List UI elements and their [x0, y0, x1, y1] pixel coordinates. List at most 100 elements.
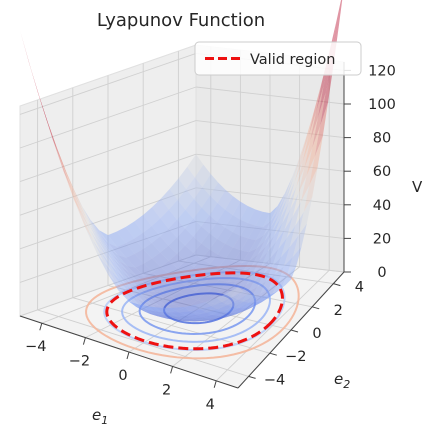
- surface-patch: [173, 301, 191, 309]
- surface-patch: [289, 211, 304, 248]
- surface-patch: [119, 279, 137, 299]
- grid-back-z: [195, 86, 345, 105]
- surface-patch: [236, 297, 252, 309]
- surface-patch: [232, 307, 249, 315]
- surface-patch: [120, 265, 138, 283]
- surface-patch: [234, 260, 250, 274]
- z-tick-label: 120: [368, 63, 396, 79]
- surface-patch: [210, 317, 227, 321]
- surface-patch: [204, 314, 221, 318]
- surface-patch: [164, 317, 182, 320]
- surface-patch: [217, 227, 233, 244]
- surface-patch: [189, 309, 207, 315]
- surface-patch: [98, 242, 117, 271]
- surface-patch: [228, 308, 245, 313]
- surface-patch: [152, 267, 170, 280]
- surface-patch: [240, 279, 256, 295]
- surface-patch: [159, 305, 176, 312]
- z-tick-label: 20: [373, 231, 391, 247]
- surface-patch: [118, 290, 137, 307]
- surface-patch: [224, 294, 240, 305]
- surface-patch: [197, 317, 214, 320]
- surface-patch: [90, 230, 109, 263]
- surface-patch: [240, 305, 256, 313]
- surface-patch: [240, 223, 256, 239]
- surface-patch: [296, 141, 311, 187]
- surface-patch: [195, 312, 213, 318]
- surface-patch: [160, 189, 178, 210]
- surface-patch: [185, 311, 202, 317]
- surface-patch: [151, 304, 169, 313]
- surface-patch: [247, 209, 263, 226]
- x-tick-mark: [39, 323, 43, 331]
- y-tick-label: 4: [355, 280, 364, 296]
- surface-patch: [114, 263, 132, 285]
- surface-patch: [200, 306, 217, 313]
- surface-patch: [71, 189, 91, 231]
- surface-patch: [222, 307, 239, 313]
- surface-patch: [129, 293, 147, 310]
- surface-patch: [236, 307, 252, 315]
- z-tick-label: 80: [373, 131, 391, 147]
- surface-patch: [261, 241, 277, 267]
- surface-patch: [177, 189, 194, 210]
- surface-patch: [139, 305, 158, 317]
- y-tick-mark: [248, 375, 256, 379]
- surface-patch: [251, 280, 267, 298]
- y-tick-mark: [333, 283, 341, 287]
- z-tick-label: 100: [368, 97, 396, 113]
- z-tick-label: 40: [373, 198, 391, 214]
- surface-patch: [248, 273, 264, 292]
- surface-patch: [279, 178, 294, 214]
- chart-title: Lyapunov Function: [97, 10, 265, 31]
- surface-patch: [151, 236, 169, 253]
- grid-back-z: [195, 153, 345, 172]
- surface-patch: [201, 195, 218, 216]
- y-tick-mark: [312, 306, 320, 310]
- surface-patch: [187, 279, 204, 291]
- surface-patch: [314, 102, 329, 157]
- surface-patch: [249, 296, 265, 303]
- surface-patch: [282, 186, 297, 224]
- surface-patch: [270, 193, 285, 222]
- surface-patch: [106, 254, 125, 279]
- surface-patch: [108, 231, 126, 247]
- surface-patch: [69, 180, 88, 222]
- y-tick-label: −4: [264, 372, 285, 388]
- surface-patch: [194, 272, 211, 285]
- surface-patch: [204, 318, 221, 321]
- surface-patch: [52, 139, 72, 190]
- surface-patch: [134, 291, 152, 305]
- surface-patch: [231, 284, 247, 297]
- surface-patch: [292, 175, 307, 217]
- contour-ring: [138, 283, 257, 335]
- surface-patch: [223, 310, 240, 317]
- surface-patch: [156, 298, 174, 306]
- surface-patch: [209, 221, 225, 239]
- surface-patch: [239, 302, 255, 311]
- surface-patch: [278, 216, 293, 249]
- surface-patch: [214, 315, 231, 320]
- surface-patch: [134, 232, 152, 250]
- surface-patch: [209, 254, 226, 268]
- surface-patch: [261, 292, 277, 303]
- surface-patch: [197, 294, 214, 303]
- surface-patch: [153, 313, 171, 319]
- surface-patch: [243, 295, 260, 303]
- surface-patch: [267, 286, 282, 299]
- surface-patch: [143, 226, 161, 244]
- surface-patch: [290, 168, 305, 210]
- surface-patch: [232, 290, 249, 300]
- valid-region-curve: [105, 271, 284, 351]
- surface-patch: [242, 303, 258, 312]
- x-tick-mark: [170, 366, 174, 374]
- surface-patch: [242, 286, 258, 302]
- surface-patch: [300, 109, 315, 159]
- surface-patch: [185, 236, 202, 253]
- surface-patch: [108, 243, 127, 258]
- z-tick-label: 0: [377, 265, 386, 281]
- surface-patch: [190, 300, 207, 308]
- surface-patch: [162, 286, 180, 297]
- surface-patch: [245, 293, 261, 307]
- surface-patch: [176, 228, 194, 246]
